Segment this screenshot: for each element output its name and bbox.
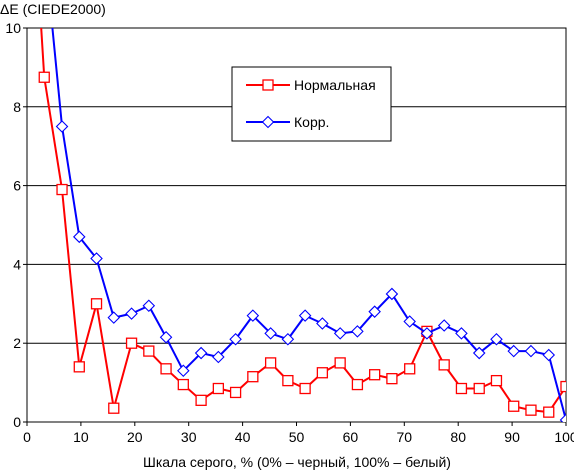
data-point (281, 332, 295, 346)
data-point (160, 363, 172, 375)
data-point (404, 363, 416, 375)
y-axis-ticks: 0 2 4 6 8 10 (5, 20, 27, 430)
data-point (298, 309, 312, 322)
data-point (125, 337, 138, 349)
x-tick-label: 90 (504, 429, 520, 445)
y-axis-title: ΔE (CIEDE2000) (0, 1, 106, 17)
data-point (542, 348, 556, 362)
y-tick-label: 4 (13, 256, 21, 272)
data-point (90, 298, 103, 310)
data-point (437, 319, 451, 332)
data-point (316, 367, 329, 379)
x-tick-label: 40 (235, 429, 251, 445)
data-point (525, 404, 537, 416)
data-point (385, 287, 399, 301)
data-point (73, 230, 86, 244)
data-point (473, 382, 485, 395)
legend-marker-normal (262, 79, 274, 91)
data-point (282, 374, 294, 387)
data-point (508, 400, 520, 412)
data-point (334, 357, 346, 369)
data-point (177, 364, 190, 378)
data-point (38, 71, 50, 83)
data-point (507, 344, 520, 358)
data-point (560, 380, 566, 393)
data-point (490, 332, 503, 346)
data-point (212, 350, 225, 364)
x-tick-label: 70 (397, 429, 413, 445)
x-tick-label: 30 (181, 429, 197, 445)
data-point (195, 394, 207, 406)
x-tick-label: 60 (343, 429, 359, 445)
x-tick-label: 0 (23, 429, 31, 445)
data-point (386, 373, 398, 385)
data-point (229, 386, 242, 399)
data-point (264, 357, 277, 369)
data-point (351, 325, 364, 338)
data-point (351, 378, 364, 391)
x-tick-label: 20 (127, 429, 143, 445)
y-tick-label: 6 (13, 178, 21, 194)
data-point (299, 382, 311, 395)
data-point (247, 371, 259, 383)
legend: Нормальная Корр. (231, 66, 392, 142)
data-point (333, 327, 347, 340)
legend-label-normal: Нормальная (294, 77, 376, 93)
data-point (229, 332, 242, 346)
legend-box (231, 66, 392, 142)
data-point (246, 309, 260, 322)
data-point (125, 307, 138, 320)
legend-marker-corr (261, 115, 275, 129)
y-tick-label: 2 (13, 335, 21, 351)
data-point (107, 311, 121, 324)
data-point (455, 382, 468, 395)
data-point (142, 299, 156, 313)
data-point (159, 331, 173, 344)
x-axis-ticks: 0 10 20 30 40 50 60 70 80 90 100 (23, 422, 574, 445)
data-point (108, 402, 120, 414)
x-tick-label: 80 (450, 429, 466, 445)
data-point (368, 305, 381, 318)
y-tick-label: 0 (13, 414, 21, 430)
x-tick-label: 10 (73, 429, 89, 445)
data-point (316, 317, 329, 330)
data-point (438, 359, 450, 371)
data-point (73, 361, 85, 373)
x-tick-label: 50 (289, 429, 305, 445)
data-point (90, 252, 103, 265)
data-point (55, 120, 69, 133)
x-axis-title: Шкала серого, % (0% – черный, 100% – бел… (143, 454, 451, 470)
data-point (177, 378, 189, 391)
data-point (56, 183, 68, 196)
gridlines (27, 106, 566, 344)
data-point (369, 369, 381, 381)
data-point (403, 315, 416, 328)
data-point (455, 327, 468, 340)
y-tick-label: 10 (5, 20, 21, 36)
data-point (143, 345, 155, 357)
x-tick-label: 100 (554, 429, 574, 445)
data-point (524, 344, 538, 358)
data-point (194, 346, 208, 360)
data-point (472, 346, 486, 360)
data-point (212, 382, 224, 395)
series-1 (51, 28, 566, 422)
legend-label-corr: Корр. (294, 114, 329, 130)
data-point (490, 374, 503, 387)
data-point (264, 327, 277, 340)
series-group (38, 28, 566, 422)
y-tick-label: 8 (13, 99, 21, 115)
data-point (420, 327, 434, 340)
data-point (543, 406, 555, 418)
data-point (559, 413, 566, 422)
